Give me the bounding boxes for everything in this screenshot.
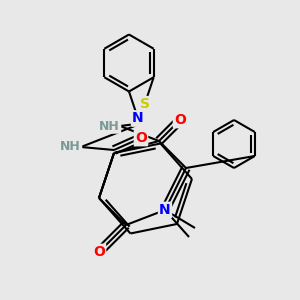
Text: O: O — [135, 131, 147, 145]
Text: N: N — [132, 112, 144, 125]
Text: O: O — [93, 245, 105, 259]
Text: NH: NH — [99, 119, 120, 133]
Text: NH: NH — [60, 140, 81, 154]
Text: N: N — [159, 203, 171, 217]
Text: S: S — [140, 97, 150, 111]
Text: O: O — [174, 113, 186, 127]
